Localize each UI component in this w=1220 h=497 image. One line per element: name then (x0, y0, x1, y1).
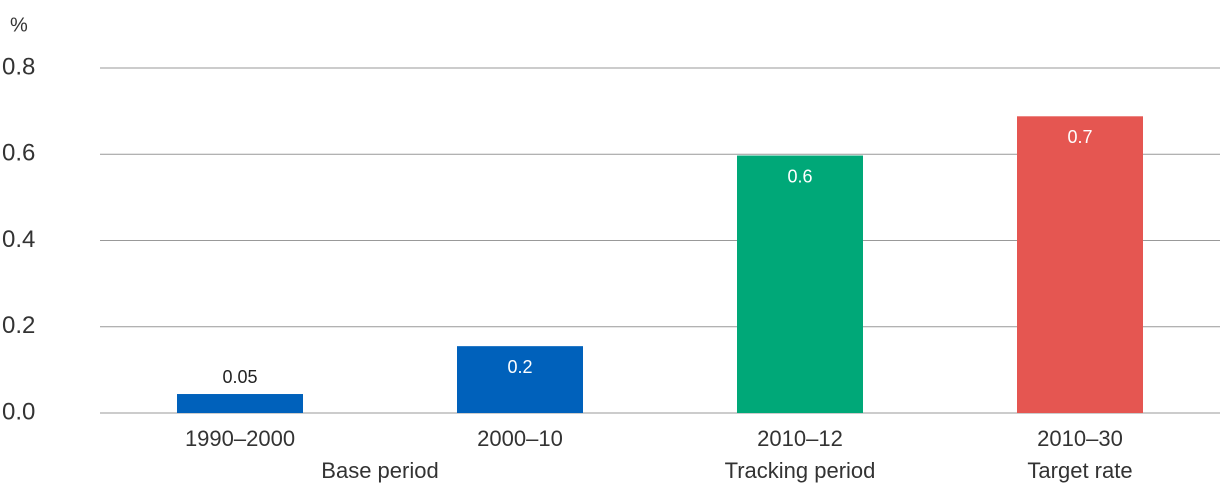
y-axis-label: % (10, 14, 28, 36)
x-tick-label: 2010–12 (757, 426, 843, 451)
y-tick-label: 0.0 (2, 398, 35, 425)
x-tick-label: 2010–30 (1037, 426, 1123, 451)
bar (457, 346, 583, 413)
value-label: 0.05 (222, 367, 257, 387)
y-tick-label: 0.6 (2, 140, 35, 167)
value-label: 0.7 (1067, 127, 1092, 147)
group-label: Target rate (1027, 458, 1132, 483)
y-tick-label: 0.2 (2, 312, 35, 339)
group-label: Tracking period (725, 458, 876, 483)
y-tick-label: 0.4 (2, 226, 35, 253)
value-label: 0.6 (787, 166, 812, 186)
x-tick-label: 2000–10 (477, 426, 563, 451)
x-tick-label: 1990–2000 (185, 426, 295, 451)
bar (177, 394, 303, 413)
bar (1017, 116, 1143, 414)
value-label: 0.2 (507, 357, 532, 377)
bar (737, 155, 863, 413)
group-label: Base period (321, 458, 438, 483)
y-tick-label: 0.8 (2, 53, 35, 80)
